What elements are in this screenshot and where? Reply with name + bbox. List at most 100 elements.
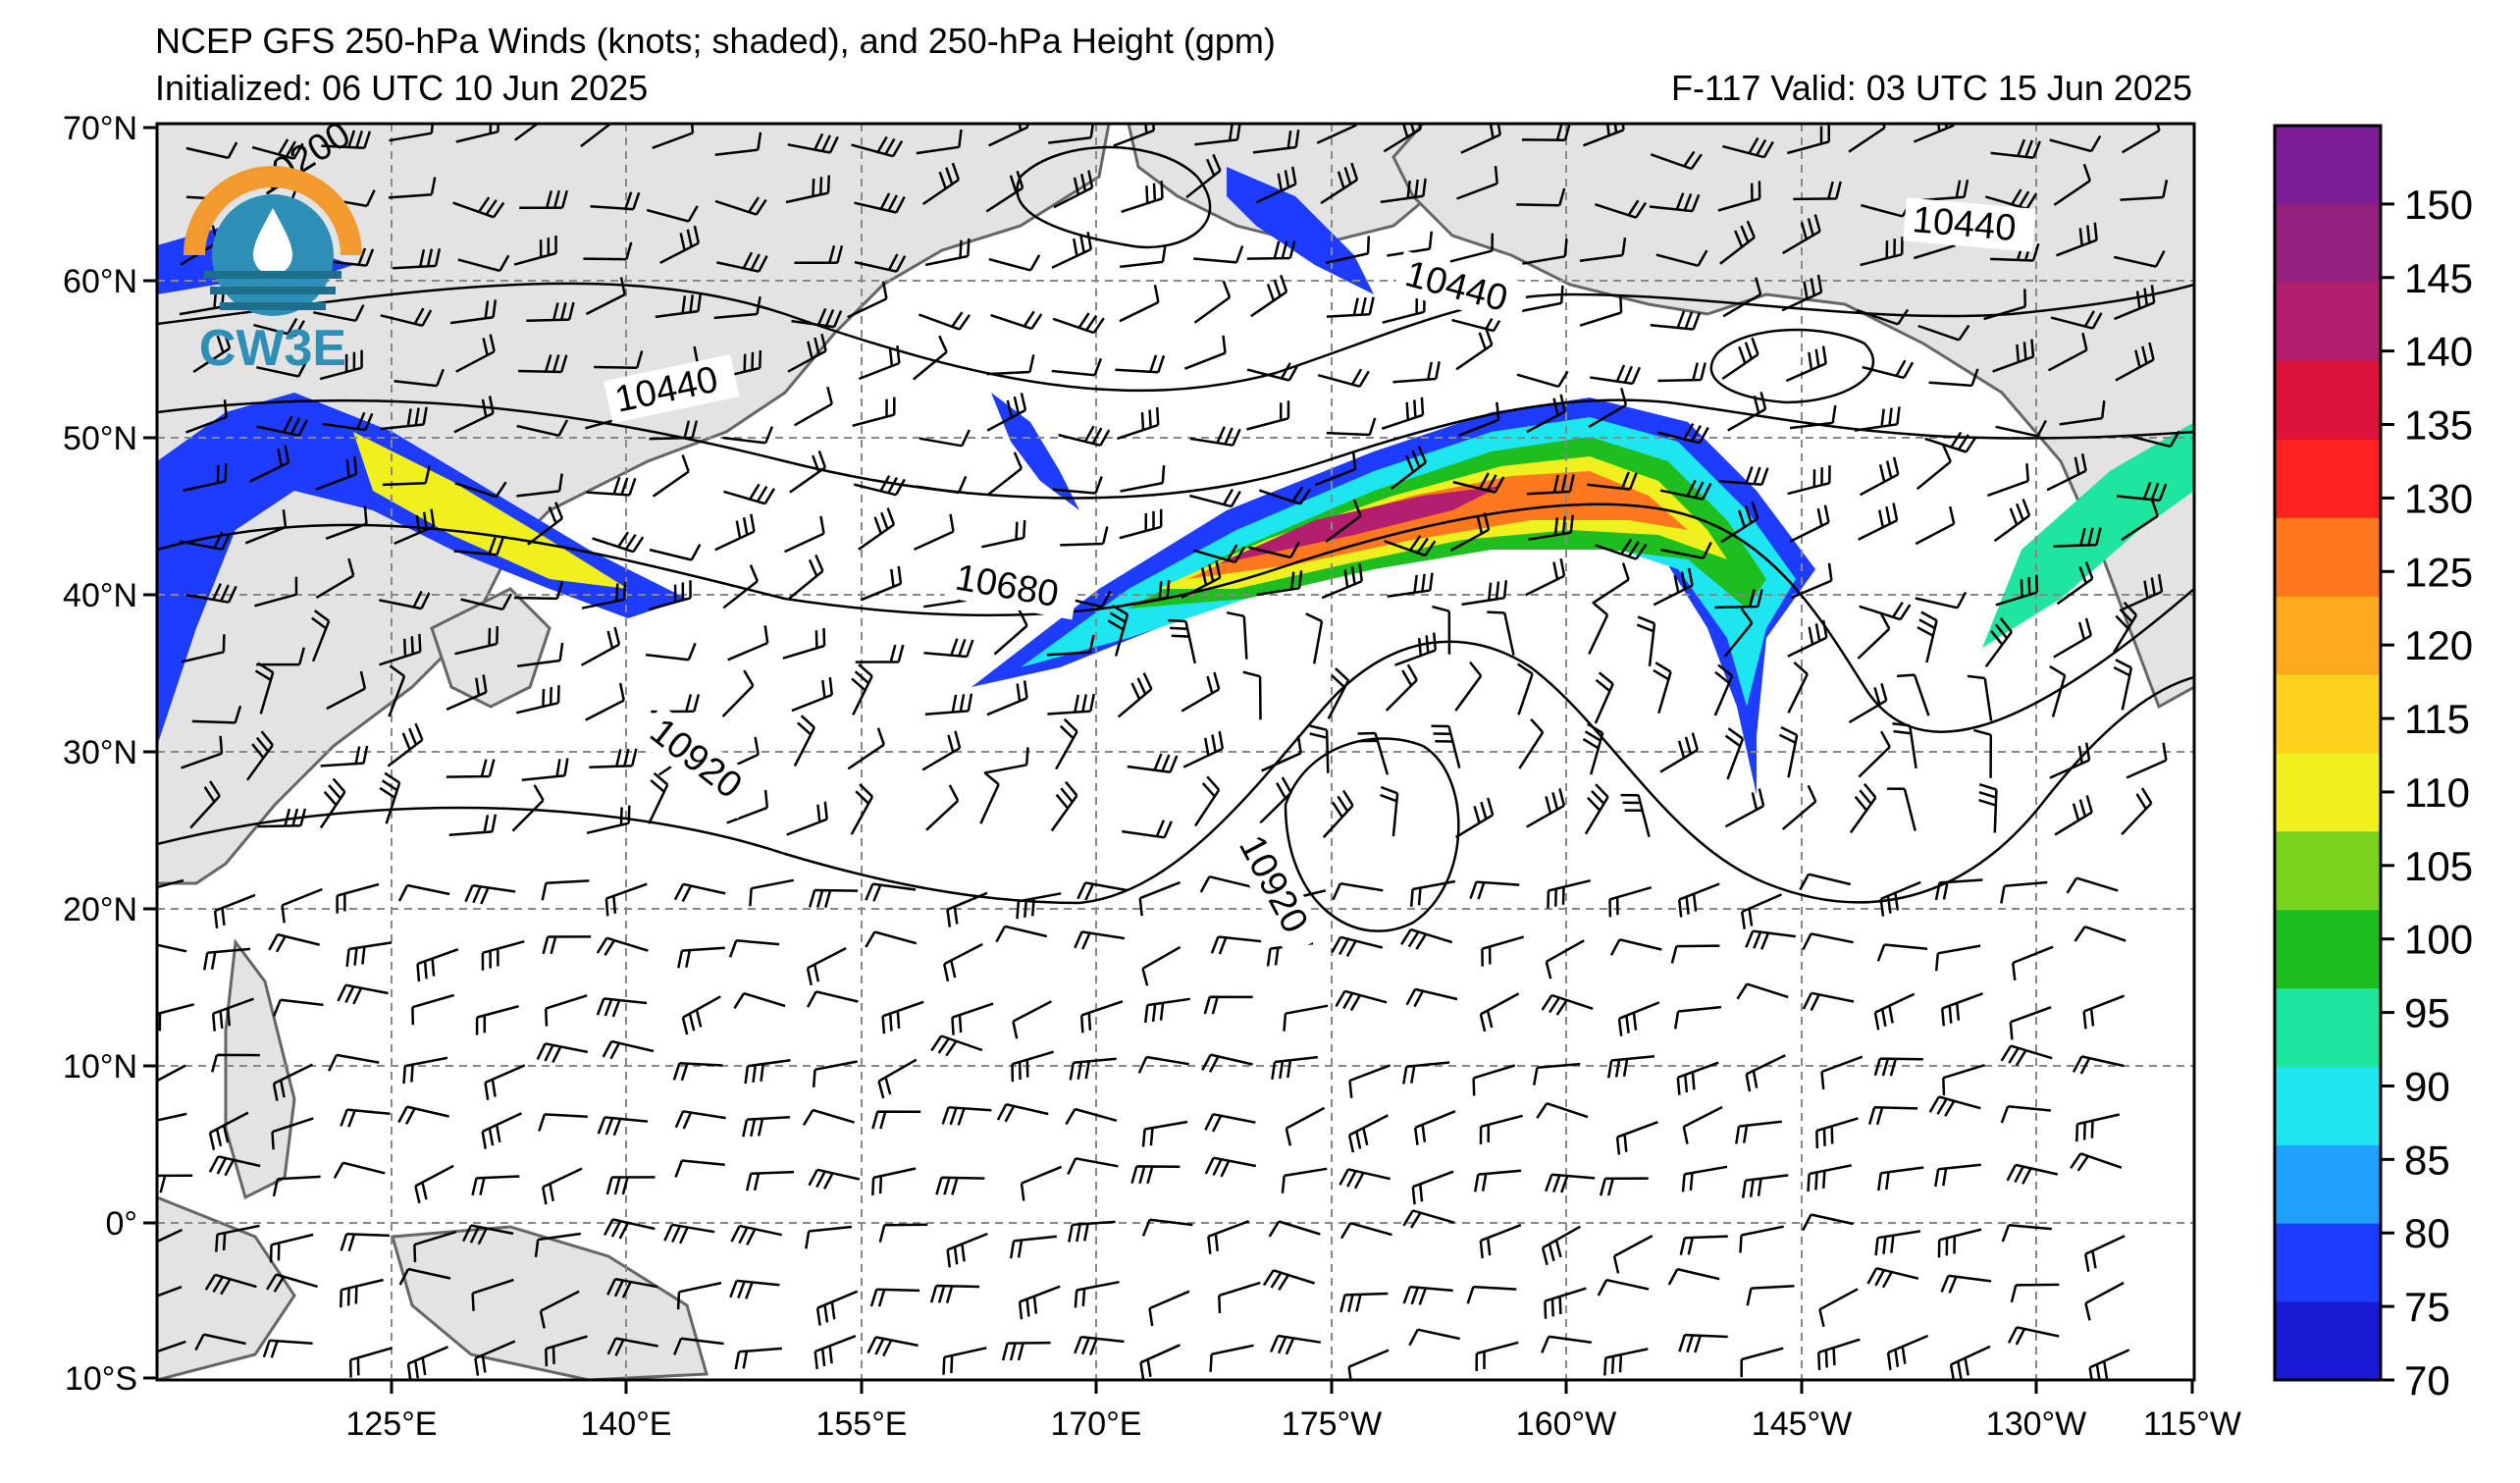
wind-barb: [541, 879, 590, 901]
wind-barb: [1402, 1209, 1455, 1229]
wind-barb: [676, 1281, 722, 1310]
wind-barb: [256, 647, 306, 666]
wind-barb: [924, 238, 971, 267]
wind-barb: [1317, 368, 1370, 389]
wind-barb: [406, 1346, 448, 1380]
wind-barb: [930, 1034, 983, 1057]
wind-barb: [413, 1231, 456, 1263]
wind-barb: [1339, 1221, 1392, 1240]
wind-barb: [2113, 250, 2166, 268]
wind-barb: [1226, 610, 1248, 660]
wind-barb: [1052, 476, 1103, 495]
wind-barb: [1268, 1220, 1321, 1238]
wind-barb: [1331, 935, 1384, 958]
wind-barb: [2121, 787, 2153, 836]
wind-barb: [1928, 368, 1979, 388]
wind-barb: [311, 609, 331, 662]
wind-barb: [1250, 274, 1288, 318]
wind-barb: [847, 281, 888, 319]
wind-barb: [1934, 878, 1983, 901]
wind-barb: [157, 943, 187, 953]
wind-barb: [951, 1002, 994, 1035]
wind-barb: [1917, 324, 1970, 342]
lon-tick-label: 145°W: [1752, 1405, 1852, 1443]
wind-barb: [727, 625, 769, 662]
wind-barb: [981, 519, 1026, 549]
wind-barb: [1940, 992, 1983, 1027]
wind-barb: [2006, 1163, 2059, 1185]
wind-barb: [2114, 285, 2156, 321]
colorbar-block: [2275, 1223, 2381, 1302]
colorbar-blocks: [2275, 126, 2381, 1381]
wind-barb: [411, 993, 455, 1026]
wind-barb: [315, 456, 358, 491]
wind-barb: [515, 685, 560, 715]
wind-barb: [1051, 357, 1103, 377]
wind-barb: [1720, 501, 1759, 544]
wind-barb: [211, 997, 254, 1032]
wind-barb: [2056, 222, 2098, 257]
wind-barb: [379, 633, 422, 666]
wind-barb: [655, 293, 703, 319]
wind-barb: [663, 1223, 715, 1245]
wind-barb: [379, 590, 431, 610]
wind-barb: [1521, 124, 1571, 142]
wind-barb: [320, 745, 369, 768]
wind-barb: [1802, 932, 1854, 951]
wind-barb: [2066, 876, 2119, 894]
colorbar-tick-label: 85: [2404, 1137, 2450, 1183]
wind-barb: [1667, 1267, 1720, 1286]
wind-barb: [1545, 1173, 1596, 1193]
wind-barb: [1392, 361, 1441, 384]
wind-barb: [157, 1064, 186, 1083]
wind-barb: [1858, 503, 1899, 541]
colorbar-block: [2275, 360, 2381, 440]
wind-barb: [452, 196, 505, 219]
wind-barb: [860, 565, 903, 602]
wind-barb: [580, 626, 621, 666]
wind-barb: [513, 235, 557, 266]
wind-barb: [2082, 994, 2126, 1030]
wind-barb: [1139, 1344, 1181, 1380]
wind-barb: [605, 1176, 656, 1195]
wind-barb: [157, 1003, 195, 1032]
wind-barb: [942, 942, 983, 982]
wind-barb: [1781, 784, 1817, 830]
wind-barb: [923, 638, 974, 659]
wind-barb: [1659, 479, 1712, 501]
wind-barb: [814, 1335, 857, 1370]
wind-barb: [2059, 400, 2106, 426]
wind-barb: [1141, 1218, 1193, 1237]
wind-barb: [1915, 591, 1968, 609]
wind-barb: [1544, 1287, 1587, 1319]
wind-barb: [1892, 721, 1917, 768]
wind-barb: [1455, 327, 1494, 371]
wind-barb: [852, 397, 896, 428]
wind-barb: [1479, 1114, 1524, 1144]
wind-barb: [878, 1223, 928, 1244]
wind-barb: [202, 947, 251, 971]
wind-barb: [1992, 339, 2035, 373]
wind-barb: [1873, 1057, 1923, 1077]
wind-barb: [1862, 359, 1915, 380]
wind-barb: [511, 784, 545, 832]
wind-barb: [1431, 724, 1461, 768]
wind-barb: [208, 1155, 261, 1177]
wind-barb: [453, 537, 504, 556]
lon-axis: 125°E 140°E 155°E 170°E 175°W 160°W 145°…: [345, 1380, 2241, 1443]
colorbar-block: [2275, 674, 2381, 754]
wind-barb: [333, 1161, 386, 1180]
wind-barb: [157, 1174, 193, 1193]
colorbar-block: [2275, 1301, 2381, 1381]
wind-barb: [1656, 422, 1709, 445]
wind-barb: [2122, 573, 2164, 611]
wind-barb: [869, 1288, 920, 1307]
wind-barb: [542, 935, 592, 955]
wind-barb: [453, 396, 495, 434]
wind-barb: [185, 399, 228, 434]
wind-barb: [181, 634, 226, 663]
wind-barb: [1209, 1344, 1254, 1372]
wind-barb: [1357, 731, 1390, 775]
wind-barb: [606, 1277, 658, 1298]
wind-barb: [1181, 559, 1222, 600]
